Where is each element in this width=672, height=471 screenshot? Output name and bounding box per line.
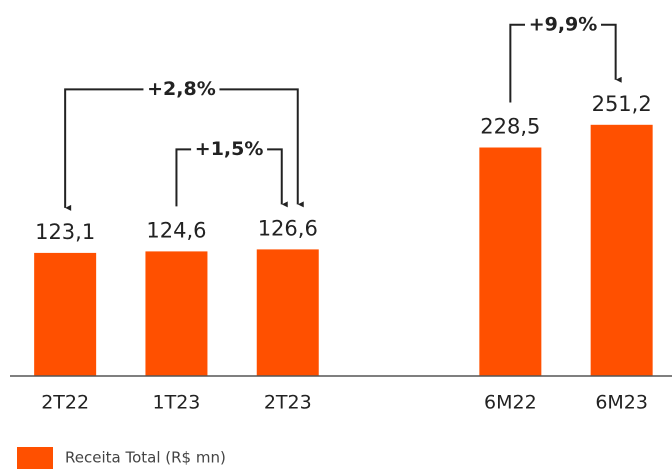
bar (256, 249, 319, 376)
annotation-bg (525, 11, 601, 38)
annotation-label: +2,8% (147, 78, 216, 100)
x-tick-label: 2T22 (41, 392, 89, 414)
annotation-bg (191, 136, 268, 163)
value-label: 228,5 (480, 115, 540, 139)
value-label: 126,6 (258, 216, 318, 240)
bar (590, 124, 653, 376)
x-tick-label: 2T23 (264, 392, 312, 414)
bar (479, 147, 542, 376)
x-tick-label: 6M23 (595, 392, 648, 414)
value-label: 123,1 (35, 220, 95, 244)
bar (34, 252, 97, 376)
x-tick-label: 6M22 (484, 392, 537, 414)
annotation-label: +1,5% (195, 138, 264, 160)
legend-swatch (17, 447, 53, 469)
annotation-label: +9,9% (529, 13, 598, 35)
legend-label: Receita Total (R$ mn) (65, 449, 226, 467)
bar (145, 251, 208, 376)
value-label: 251,2 (592, 92, 652, 116)
x-tick-label: 1T23 (153, 392, 201, 414)
annotation-bg (143, 76, 220, 103)
value-label: 124,6 (146, 218, 206, 242)
